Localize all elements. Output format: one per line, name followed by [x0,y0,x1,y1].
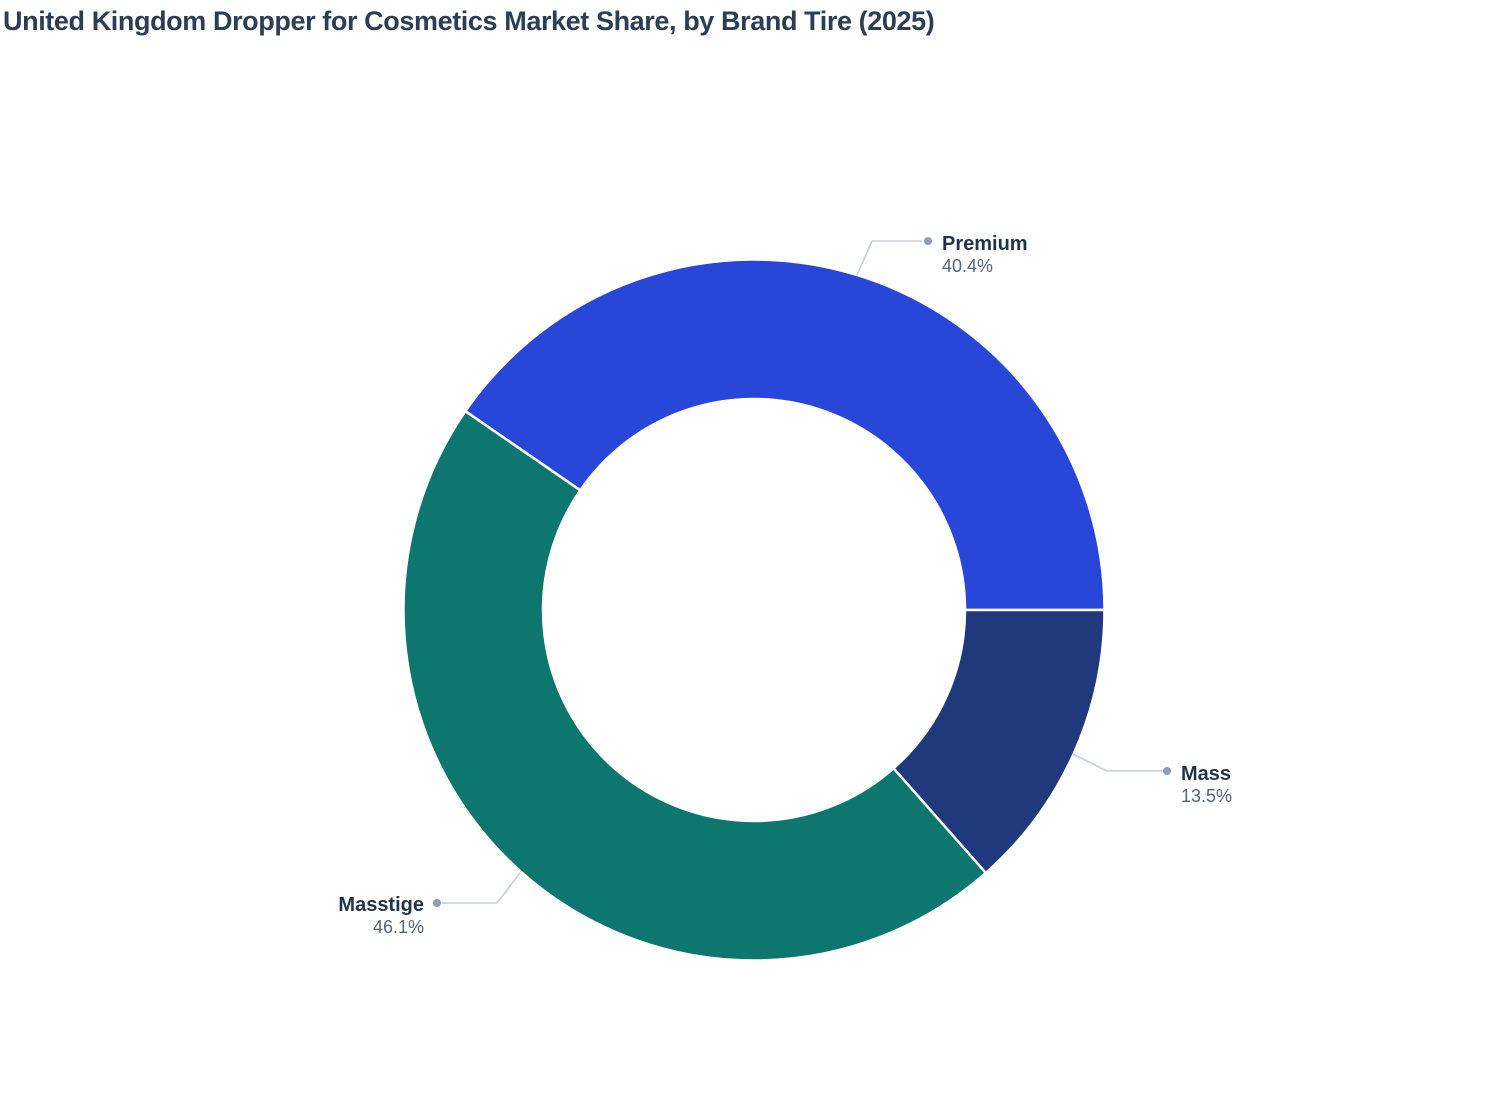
leader-line-mass [1072,753,1162,772]
slice-pct-premium: 40.4% [942,256,993,276]
donut-chart [402,258,1106,962]
slice-label-masstige: Masstige [338,894,424,916]
chart-title: United Kingdom Dropper for Cosmetics Mar… [3,6,934,36]
leader-line-premium [856,240,922,276]
slice-pct-mass: 13.5% [1181,786,1232,806]
slice-label-mass: Mass [1181,763,1231,785]
slice-label-premium: Premium [942,233,1028,255]
leader-line-masstige [442,872,521,904]
donut-slice-masstige[interactable] [402,409,988,962]
leader-dot-premium [924,237,932,245]
donut-slice-mass[interactable] [892,608,1106,875]
leader-dot-mass [1163,767,1171,775]
donut-slice-premium[interactable] [464,258,1106,612]
slice-pct-masstige: 46.1% [373,917,424,937]
leader-dot-masstige [433,899,441,907]
